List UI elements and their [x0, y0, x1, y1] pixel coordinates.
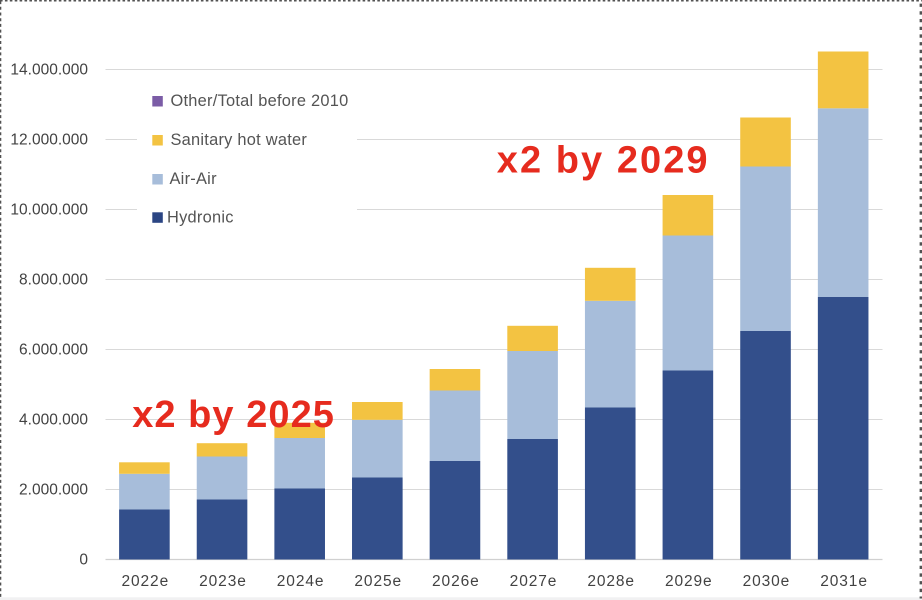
svg-text:x2 by 2029: x2 by 2029 [497, 139, 710, 181]
svg-text:10.000.000: 10.000.000 [10, 202, 88, 219]
svg-text:x2 by 2025: x2 by 2025 [132, 394, 335, 436]
svg-text:2031e: 2031e [820, 573, 868, 590]
svg-text:2030e: 2030e [743, 573, 791, 590]
svg-text:4.000.000: 4.000.000 [19, 412, 88, 429]
svg-text:2022e: 2022e [121, 573, 169, 590]
svg-text:8.000.000: 8.000.000 [19, 272, 88, 289]
svg-text:2029e: 2029e [665, 573, 713, 590]
svg-text:0: 0 [79, 552, 88, 569]
svg-text:2025e: 2025e [354, 573, 402, 590]
svg-text:2.000.000: 2.000.000 [19, 482, 88, 499]
svg-text:2026e: 2026e [432, 573, 480, 590]
svg-text:Air-Air: Air-Air [170, 170, 218, 188]
svg-text:Other/Total before 2010: Other/Total before 2010 [171, 92, 349, 110]
svg-text:2023e: 2023e [199, 573, 247, 590]
svg-text:2024e: 2024e [277, 573, 325, 590]
svg-text:Sanitary hot water: Sanitary hot water [171, 131, 308, 149]
svg-text:6.000.000: 6.000.000 [19, 342, 88, 359]
svg-text:Hydronic: Hydronic [167, 209, 234, 227]
svg-text:12.000.000: 12.000.000 [10, 132, 88, 149]
svg-text:2028e: 2028e [587, 573, 635, 590]
svg-text:2027e: 2027e [510, 573, 558, 590]
svg-text:14.000.000: 14.000.000 [10, 62, 88, 79]
